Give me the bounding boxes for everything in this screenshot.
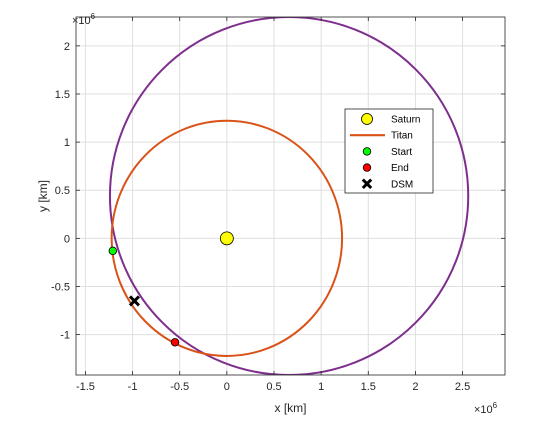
legend-label: Titan <box>391 131 413 142</box>
legend: Saturn Titan Start End DSM <box>344 108 434 194</box>
legend-box <box>344 108 434 194</box>
plot-area <box>76 17 505 375</box>
legend-item-dsm: DSM <box>361 178 413 190</box>
legend-label: Saturn <box>391 115 420 126</box>
y-tick-label: 1.5 <box>55 89 70 101</box>
dsm-marker <box>128 295 141 307</box>
saturn-marker <box>219 231 234 246</box>
x-tick-label: -0.5 <box>170 381 189 393</box>
y-tick-label: -1 <box>60 330 70 342</box>
x-tick-label: 2 <box>412 381 418 393</box>
y-exponent-label: ×106 <box>72 12 96 27</box>
start-marker <box>108 246 117 256</box>
x-tick-label: -1 <box>128 381 138 393</box>
x-axis-label: x [km] <box>275 401 307 415</box>
transfer-orbit-line <box>108 17 470 375</box>
legend-label: End <box>391 163 409 174</box>
legend-swatch-marker <box>362 147 372 156</box>
axes-box <box>75 16 506 376</box>
y-tick-label: 2 <box>64 41 70 53</box>
x-tick-label: 1 <box>318 381 324 393</box>
axes: -1.5 -1 -0.5 0 0.5 1 1.5 2 2.5 -1 -0.5 0 0.5 1 1.5 2 <box>51 16 506 393</box>
titan-orbit-line <box>110 119 344 357</box>
x-tick-label: 0.5 <box>266 381 281 393</box>
y-tick-label: 0 <box>64 233 70 245</box>
legend-item-saturn: Saturn <box>361 113 420 126</box>
dsm-marker-stroke <box>128 295 141 307</box>
curves <box>108 17 470 375</box>
legend-item-titan: Titan <box>350 131 413 142</box>
x-tick-label: 0 <box>224 381 230 393</box>
legend-item-end: End <box>362 163 409 174</box>
x-tick-label: -1.5 <box>76 381 95 393</box>
legend-label: DSM <box>391 179 413 190</box>
legend-item-start: Start <box>362 147 412 158</box>
y-tick-label: 1 <box>64 137 70 149</box>
legend-swatch-marker <box>361 113 373 125</box>
y-tick-label: -0.5 <box>51 281 70 293</box>
legend-swatch-marker <box>362 163 372 172</box>
x-tick-label: 1.5 <box>361 381 376 393</box>
end-marker <box>170 338 180 347</box>
legend-swatch-x <box>361 178 373 190</box>
legend-label: Start <box>391 147 412 158</box>
x-tick-label: 2.5 <box>455 381 470 393</box>
y-axis-label: y [km] <box>36 180 50 212</box>
x-exponent-label: ×106 <box>474 401 498 416</box>
y-tick-label: 0.5 <box>55 185 70 197</box>
